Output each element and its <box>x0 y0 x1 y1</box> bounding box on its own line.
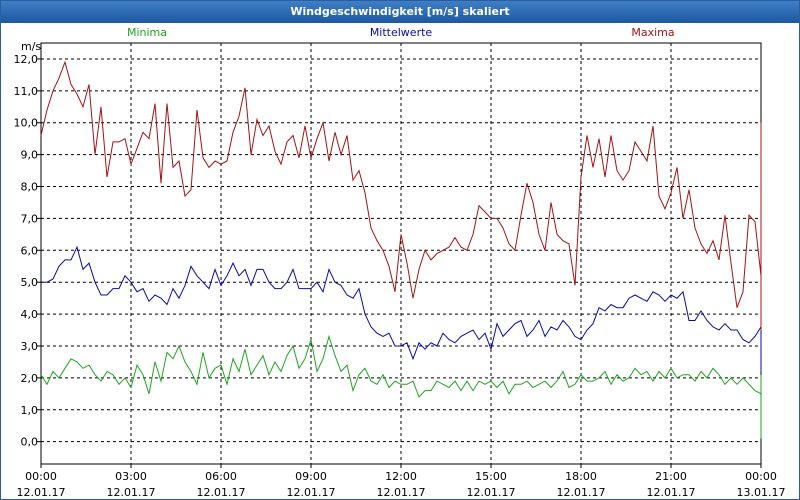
x-tick-time: 18:00 <box>565 470 597 483</box>
x-tick-date: 12.01.17 <box>287 486 336 499</box>
x-tick-date: 12.01.17 <box>17 486 66 499</box>
x-tick-date: 12.01.17 <box>107 486 156 499</box>
x-tick-labels: 00:00 12.01.17 03:00 12.01.17 06:00 12.01.17 0… <box>17 470 786 499</box>
x-tick-time: 12:00 <box>385 470 417 483</box>
x-tick-date: 12.01.17 <box>197 486 246 499</box>
x-tick-time: 03:00 <box>115 470 147 483</box>
legend-mittelwerte: Mittelwerte <box>370 26 433 39</box>
x-tick-date: 12.01.17 <box>467 486 516 499</box>
y-tick-label: 10,0 <box>14 117 39 130</box>
x-tick-date: 13.01.17 <box>737 486 786 499</box>
y-tick-label: 1,0 <box>21 404 39 417</box>
y-tick-label: 4,0 <box>21 308 39 321</box>
x-tick-date: 12.01.17 <box>557 486 606 499</box>
x-tick-time: 21:00 <box>655 470 687 483</box>
y-tick-label: 0,0 <box>21 436 39 449</box>
x-tick-time: 00:00 <box>25 470 57 483</box>
y-tick-label: 8,0 <box>21 181 39 194</box>
y-tick-label: 6,0 <box>21 244 39 257</box>
window-title: Windgeschwindigkeit [m/s] skaliert <box>1 1 799 23</box>
y-tick-label: 7,0 <box>21 212 39 225</box>
legend-minima: Minima <box>127 26 167 39</box>
series-lines <box>40 60 762 439</box>
legend-maxima: Maxima <box>631 26 674 39</box>
x-tick-date: 12.01.17 <box>377 486 426 499</box>
y-tick-labels: 0,0 1,0 2,0 3,0 4,0 5,0 6,0 7,0 8,0 9,0 10,0 11,0 12… <box>14 53 39 449</box>
y-tick-label: 3,0 <box>21 340 39 353</box>
x-tick-time: 00:00 <box>745 470 777 483</box>
y-tick-label: 12,0 <box>14 53 39 66</box>
x-tick-time: 06:00 <box>205 470 237 483</box>
y-tick-label: 9,0 <box>21 149 39 162</box>
y-tick-label: 11,0 <box>14 85 39 98</box>
series-line-maxima <box>40 60 762 330</box>
y-tick-label: 5,0 <box>21 276 39 289</box>
grid <box>41 43 761 464</box>
legend: Minima Mittelwerte Maxima <box>127 26 675 39</box>
y-axis-unit: m/s <box>21 40 41 53</box>
x-tick-time: 15:00 <box>475 470 507 483</box>
y-tick-label: 2,0 <box>21 372 39 385</box>
x-tick-time: 09:00 <box>295 470 327 483</box>
x-tick-date: 12.01.17 <box>647 486 696 499</box>
series-line-mittelwerte <box>41 245 762 372</box>
series-line-minima <box>40 334 762 439</box>
